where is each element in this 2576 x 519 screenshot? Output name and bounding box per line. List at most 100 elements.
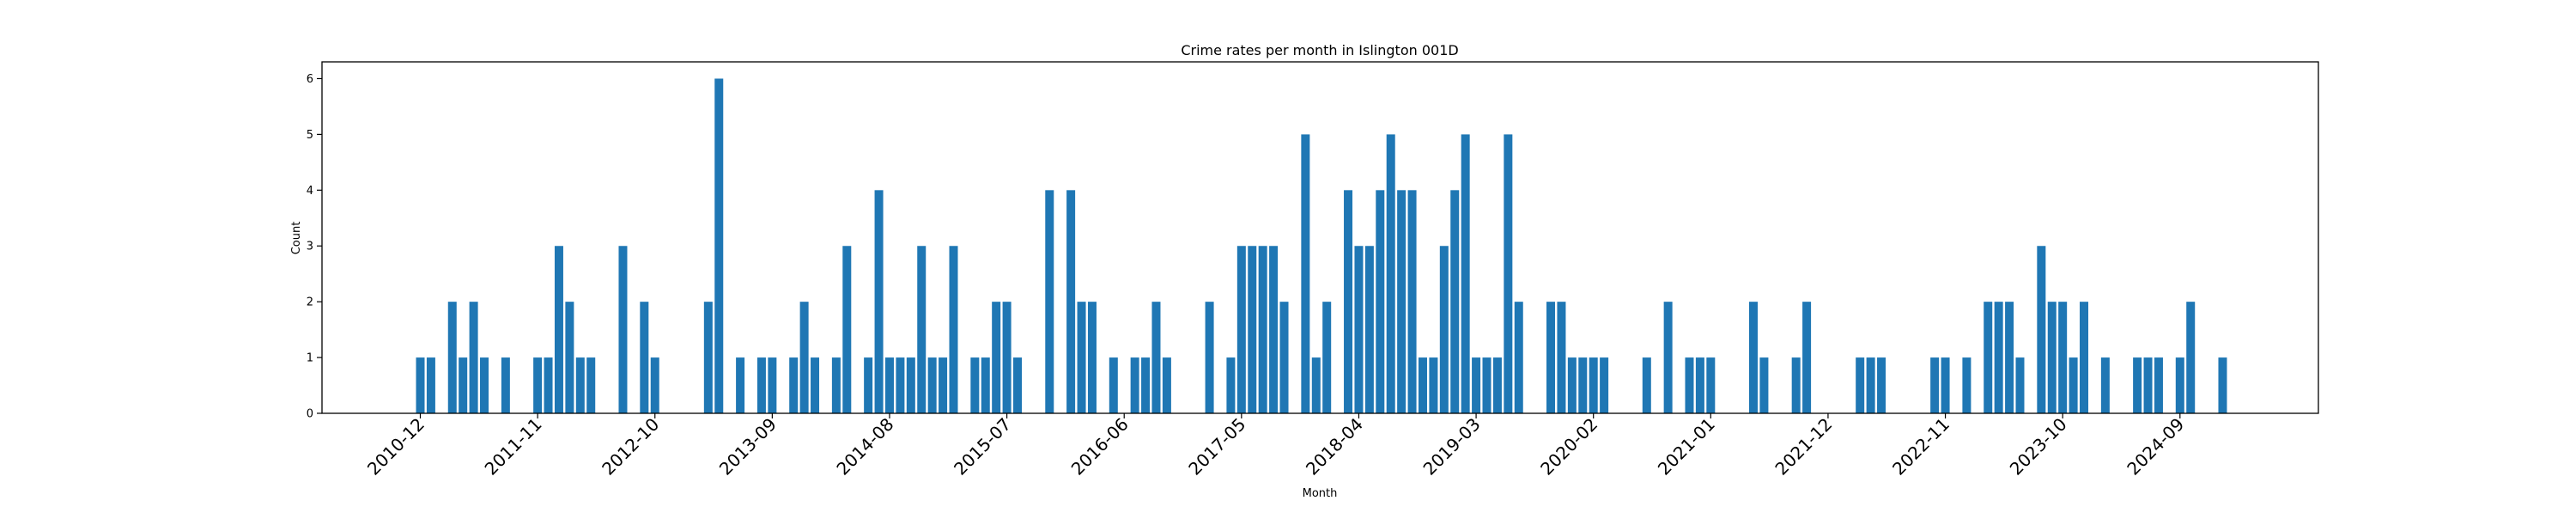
bar: [544, 357, 553, 413]
bar: [970, 357, 980, 413]
bar: [1397, 190, 1406, 413]
bar: [1045, 190, 1054, 413]
bar: [1930, 357, 1940, 413]
bar: [1514, 302, 1523, 413]
bar: [2100, 357, 2110, 413]
y-tick-label: 0: [307, 408, 313, 421]
bar: [1311, 357, 1321, 413]
bar: [927, 357, 937, 413]
y-axis-label: Count: [290, 222, 303, 255]
bar: [1759, 357, 1769, 413]
bar: [554, 246, 563, 413]
bar: [884, 357, 894, 413]
bar: [2143, 357, 2153, 413]
bar: [1418, 357, 1427, 413]
bar: [1504, 134, 1513, 413]
bar: [1162, 357, 1171, 413]
bar: [1461, 134, 1470, 413]
bar: [480, 357, 489, 413]
bar: [1439, 246, 1449, 413]
bar: [1472, 357, 1481, 413]
bar: [2069, 357, 2078, 413]
bar: [1013, 357, 1023, 413]
bar: [650, 357, 659, 413]
bar: [1802, 302, 1812, 413]
bar: [618, 246, 628, 413]
bar: [1663, 302, 1673, 413]
bar: [2175, 357, 2184, 413]
bar: [426, 357, 435, 413]
bar: [756, 357, 766, 413]
bar: [1279, 302, 1289, 413]
bar: [1600, 357, 1609, 413]
bar: [1364, 246, 1374, 413]
bar: [1962, 357, 1971, 413]
bar: [917, 246, 927, 413]
bar: [1344, 190, 1353, 413]
y-tick-label: 5: [307, 129, 313, 142]
bar: [416, 357, 425, 413]
bar: [1322, 302, 1332, 413]
bar: [1877, 357, 1886, 413]
bar: [640, 302, 649, 413]
plot-frame: [321, 61, 2319, 414]
bar: [2133, 357, 2142, 413]
y-tick-label: 2: [307, 296, 313, 309]
bar: [1002, 302, 1012, 413]
bar: [981, 357, 990, 413]
bar: [874, 190, 884, 413]
bar: [768, 357, 777, 413]
bar: [1248, 246, 1257, 413]
bar: [447, 302, 457, 413]
bar: [1236, 246, 1246, 413]
y-tick-label: 1: [307, 352, 313, 365]
bar: [1130, 357, 1139, 413]
bar: [1856, 357, 1865, 413]
bar: [1589, 357, 1598, 413]
bar: [2080, 302, 2089, 413]
bar: [703, 302, 713, 413]
bar: [1567, 357, 1577, 413]
bar: [1407, 190, 1417, 413]
bar: [459, 357, 468, 413]
bar: [896, 357, 905, 413]
bar: [533, 357, 543, 413]
bar: [811, 357, 820, 413]
x-axis-label: Month: [1303, 487, 1338, 500]
bar: [1706, 357, 1716, 413]
bar: [565, 302, 574, 413]
bar: [575, 357, 585, 413]
bar: [949, 246, 958, 413]
bar: [469, 302, 478, 413]
bar: [1450, 190, 1460, 413]
bar: [736, 357, 745, 413]
bar: [1546, 302, 1556, 413]
bar: [1354, 246, 1364, 413]
bar: [1482, 357, 1492, 413]
bar: [1205, 302, 1214, 413]
bar: [1226, 357, 1236, 413]
bar: [1269, 246, 1279, 413]
bar: [1429, 357, 1438, 413]
bar: [906, 357, 915, 413]
bar: [1557, 302, 1566, 413]
bar: [1077, 302, 1086, 413]
bar: [1984, 302, 1993, 413]
bar: [2047, 302, 2057, 413]
bar: [831, 357, 841, 413]
bar: [1685, 357, 1694, 413]
bar: [1994, 302, 2003, 413]
bar: [1386, 134, 1395, 413]
bar: [1749, 302, 1758, 413]
bar: [1066, 190, 1076, 413]
bar: [714, 78, 724, 413]
bar: [1376, 190, 1385, 413]
bar: [2015, 357, 2025, 413]
bar: [864, 357, 873, 413]
bar: [1941, 357, 1950, 413]
bar: [1866, 357, 1875, 413]
bar: [1492, 357, 1502, 413]
